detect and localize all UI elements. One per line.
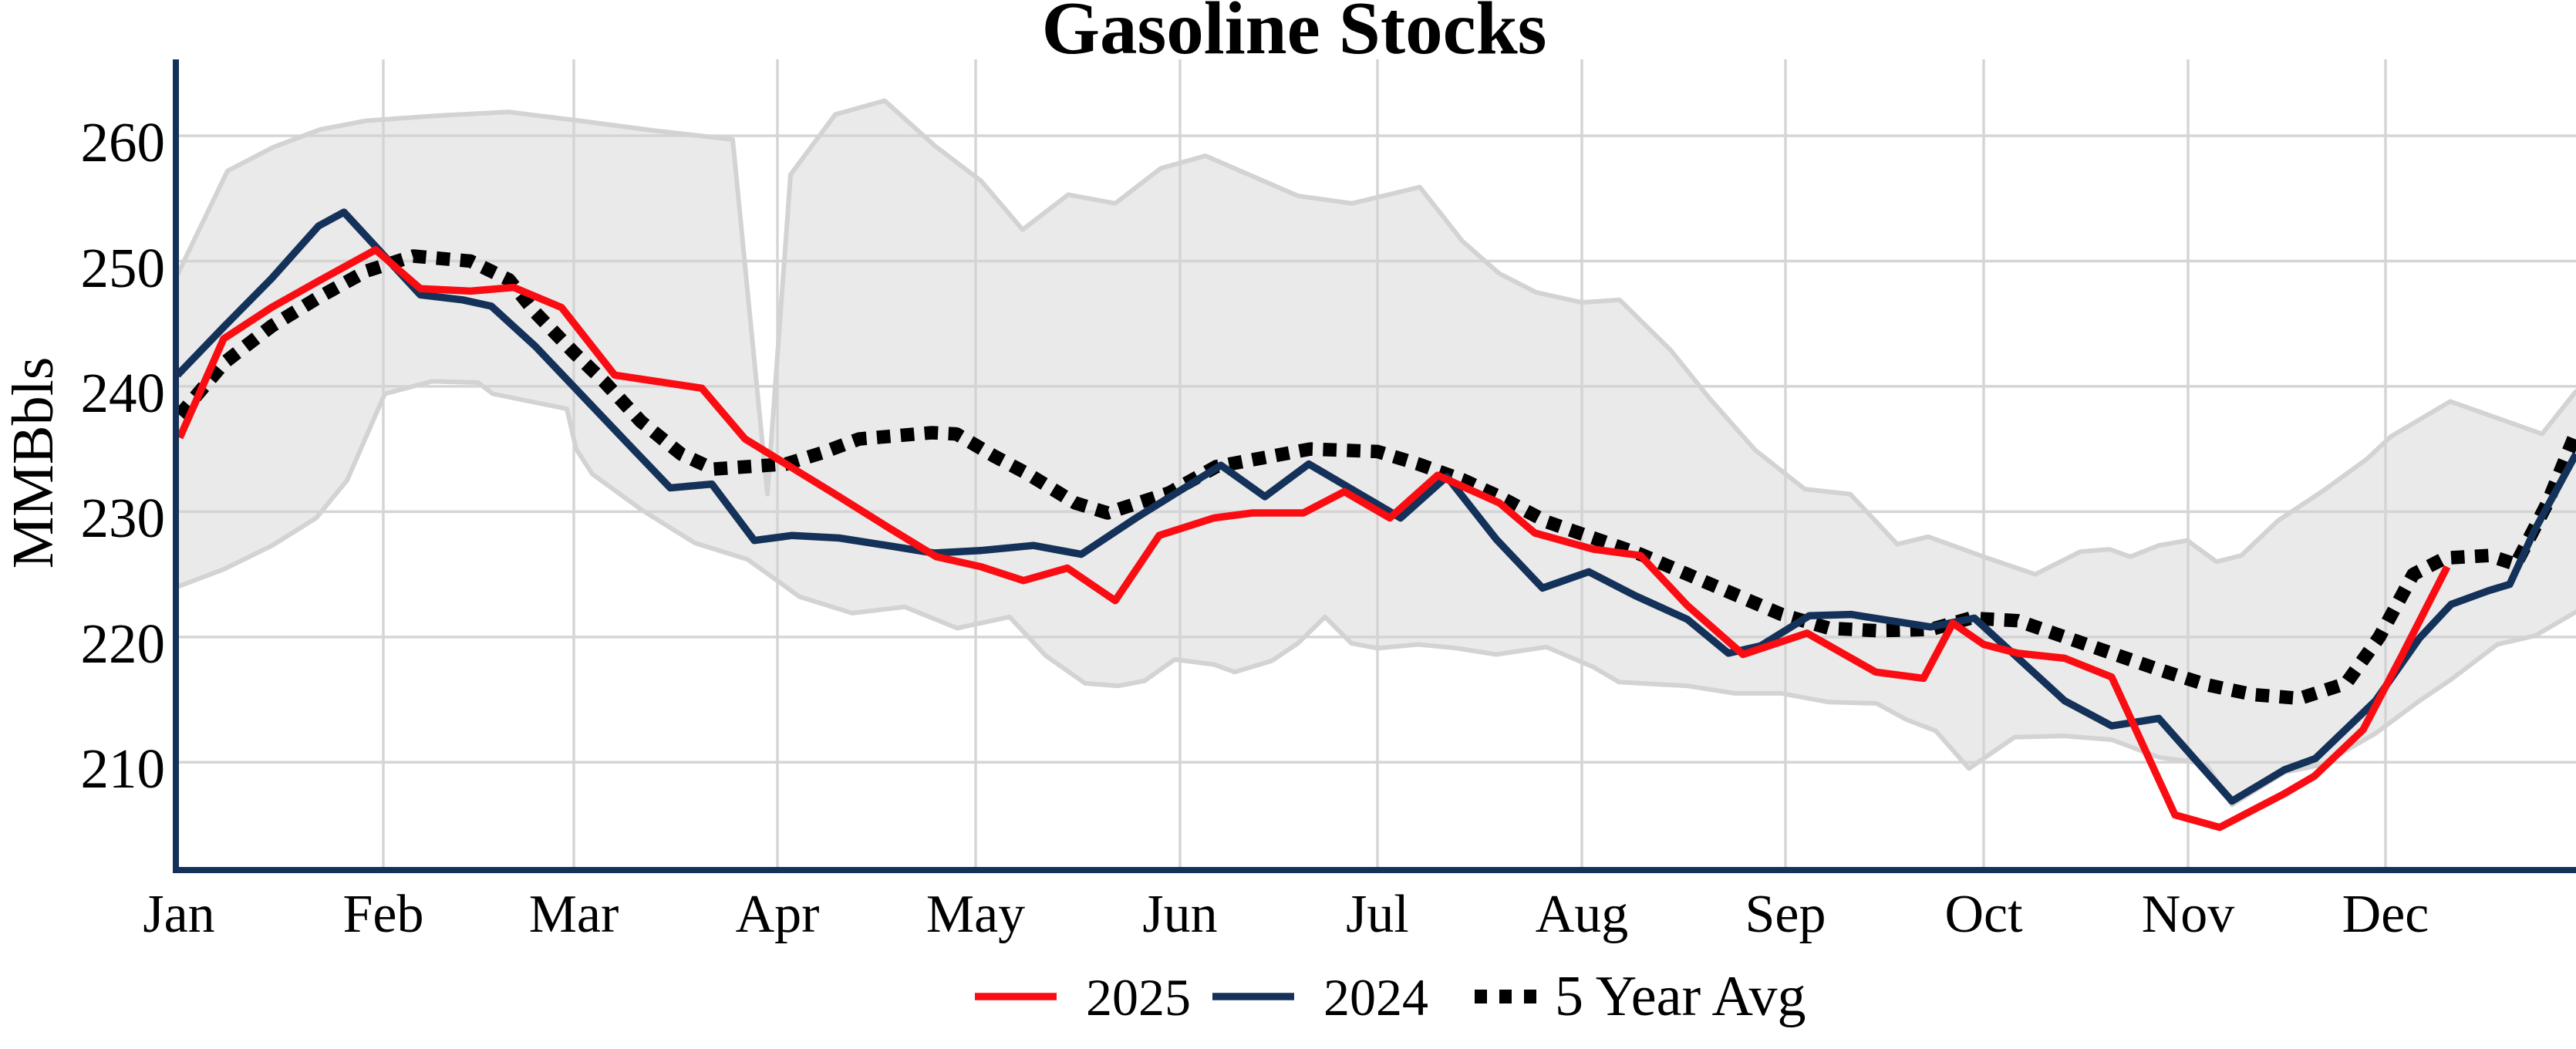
svg-text:Aug: Aug <box>1536 885 1629 944</box>
svg-text:Gasoline Stocks: Gasoline Stocks <box>1042 0 1547 69</box>
svg-text:240: 240 <box>81 362 166 424</box>
svg-text:250: 250 <box>81 237 166 299</box>
svg-text:Jan: Jan <box>143 885 214 944</box>
svg-text:2024: 2024 <box>1323 968 1428 1027</box>
svg-text:Dec: Dec <box>2342 885 2429 944</box>
svg-text:Feb: Feb <box>343 885 424 944</box>
svg-text:2025: 2025 <box>1086 968 1191 1027</box>
svg-text:Oct: Oct <box>1944 885 2023 944</box>
svg-text:Sep: Sep <box>1745 885 1826 944</box>
svg-text:Mar: Mar <box>529 885 619 944</box>
svg-text:Nov: Nov <box>2142 885 2235 944</box>
svg-text:Apr: Apr <box>736 885 820 944</box>
svg-text:5 Year Avg: 5 Year Avg <box>1555 965 1806 1028</box>
svg-text:220: 220 <box>81 612 166 675</box>
svg-text:210: 210 <box>81 737 166 800</box>
svg-text:Jun: Jun <box>1142 885 1217 944</box>
svg-text:May: May <box>926 885 1025 944</box>
svg-text:230: 230 <box>81 487 166 549</box>
svg-text:260: 260 <box>81 111 166 174</box>
svg-text:MMBbls: MMBbls <box>1 357 66 569</box>
svg-text:Jul: Jul <box>1346 885 1409 944</box>
